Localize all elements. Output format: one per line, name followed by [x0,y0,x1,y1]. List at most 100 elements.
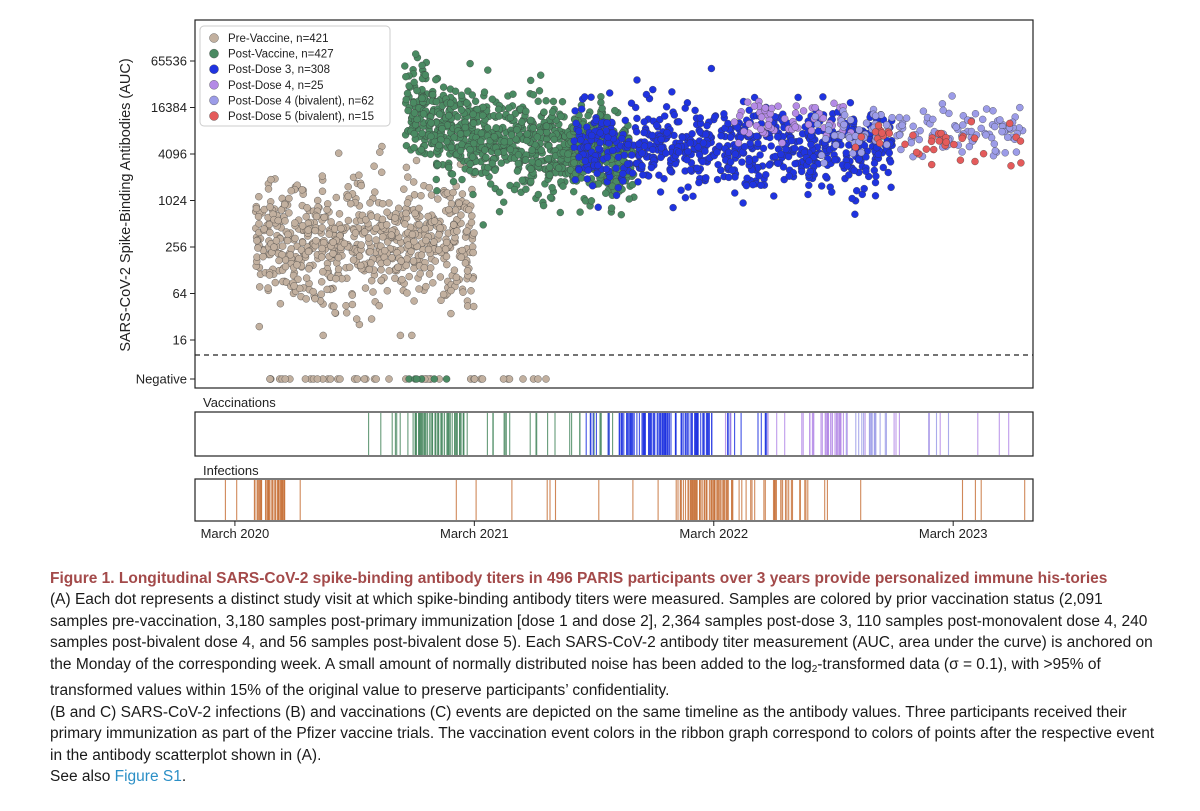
scatter-point [991,122,999,131]
scatter-point [383,258,391,267]
scatter-point [468,91,476,99]
scatter-point [413,86,421,95]
scatter-point [871,128,880,136]
scatter-point [375,302,383,310]
scatter-point [427,264,435,272]
scatter-point [405,82,413,90]
scatter-point [527,76,535,85]
legend-label: Post-Vaccine, n=427 [228,49,334,61]
scatter-point [851,143,860,151]
caption-see-also: See also Figure S1. [50,766,1162,788]
scatter-point [619,177,627,185]
scatter-point [334,253,343,262]
scatter-point [278,251,286,259]
negative-point [313,375,322,383]
scatter-point [768,104,776,113]
scatter-point [457,106,466,114]
scatter-point [902,114,911,122]
scatter-point [534,97,542,105]
scatter-point [505,104,513,112]
scatter-point [857,148,865,157]
scatter-point [448,170,457,178]
scatter-point [473,105,481,114]
scatter-point [435,141,443,150]
scatter-point [281,262,290,271]
scatter-point [297,246,306,254]
scatter-point [421,71,430,79]
scatter-point [291,219,299,227]
scatter-point [668,88,676,96]
scatter-point [570,143,578,152]
scatter-point [436,224,444,232]
scatter-point [805,181,813,189]
scatter-point [603,119,611,127]
scatter-point [657,144,666,152]
scatter-point [791,160,799,168]
scatter-point [456,147,465,155]
scatter-point [928,160,936,169]
scatter-point [457,253,465,261]
scatter-point [357,181,365,190]
scatter-point [415,220,423,229]
scatter-point [660,175,668,183]
scatter-point [494,105,503,114]
scatter-point [441,245,450,253]
figure-s1-link[interactable]: Figure S1 [114,768,182,785]
scatter-point [477,129,486,137]
scatter-point [335,149,343,157]
scatter-point [256,283,264,291]
scatter-point [459,288,467,296]
scatter-point [731,189,739,197]
scatter-point [335,210,344,218]
scatter-point [432,98,441,106]
scatter-point [404,241,412,249]
scatter-point [377,276,385,285]
scatter-point [1012,148,1021,156]
scatter-point [298,238,307,247]
scatter-point [596,129,604,137]
scatter-point [675,118,683,126]
scatter-point [746,139,754,148]
scatter-point [302,295,310,303]
negative-point [430,375,438,383]
scatter-point [929,115,937,124]
scatter-point [909,131,917,139]
scatter-point [312,237,320,245]
scatter-point [1016,103,1024,112]
scatter-point [264,185,273,193]
scatter-point [342,302,350,310]
scatter-point [523,130,531,138]
scatter-point [445,112,453,120]
scatter-point [323,285,331,294]
scatter-point [429,90,437,99]
scatter-point [639,171,647,179]
scatter-point [713,175,722,184]
scatter-point [971,110,980,118]
scatter-point [785,172,793,180]
scatter-point [832,141,840,149]
scatter-point [730,118,739,126]
scatter-point [670,111,678,119]
scatter-point [385,267,393,275]
figure-chart: 65536 16384 4096 1024 256 64 16 Negative SARS-C… [118,19,1034,541]
scatter-point [418,94,426,102]
scatter-point [619,170,627,178]
scatter-point [584,166,592,174]
scatter-point [388,253,396,262]
scatter-point [888,114,896,122]
scatter-point [372,236,380,244]
scatter-point [577,136,585,144]
scatter-point [595,145,603,153]
scatter-point [874,121,883,130]
scatter-point [410,130,418,138]
scatter-point [418,129,426,138]
scatter-point [403,289,411,297]
scatter-point [837,132,846,140]
scatter-point [420,264,428,272]
scatter-point [777,150,785,158]
scatter-point [281,217,289,225]
legend-label: Post-Dose 3, n=308 [228,64,330,76]
scatter-point [570,159,578,167]
negative-point [336,375,344,383]
caption-paragraph-a-text-1: (A) Each dot represents a distinct study… [50,591,1153,673]
